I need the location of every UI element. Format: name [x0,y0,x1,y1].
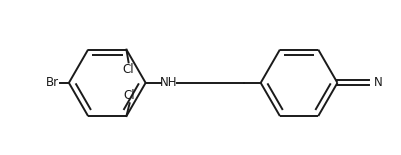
Text: Br: Br [46,76,59,89]
Text: N: N [374,76,383,89]
Text: Cl: Cl [123,63,134,76]
Text: NH: NH [160,76,177,89]
Text: Cl: Cl [124,89,136,102]
